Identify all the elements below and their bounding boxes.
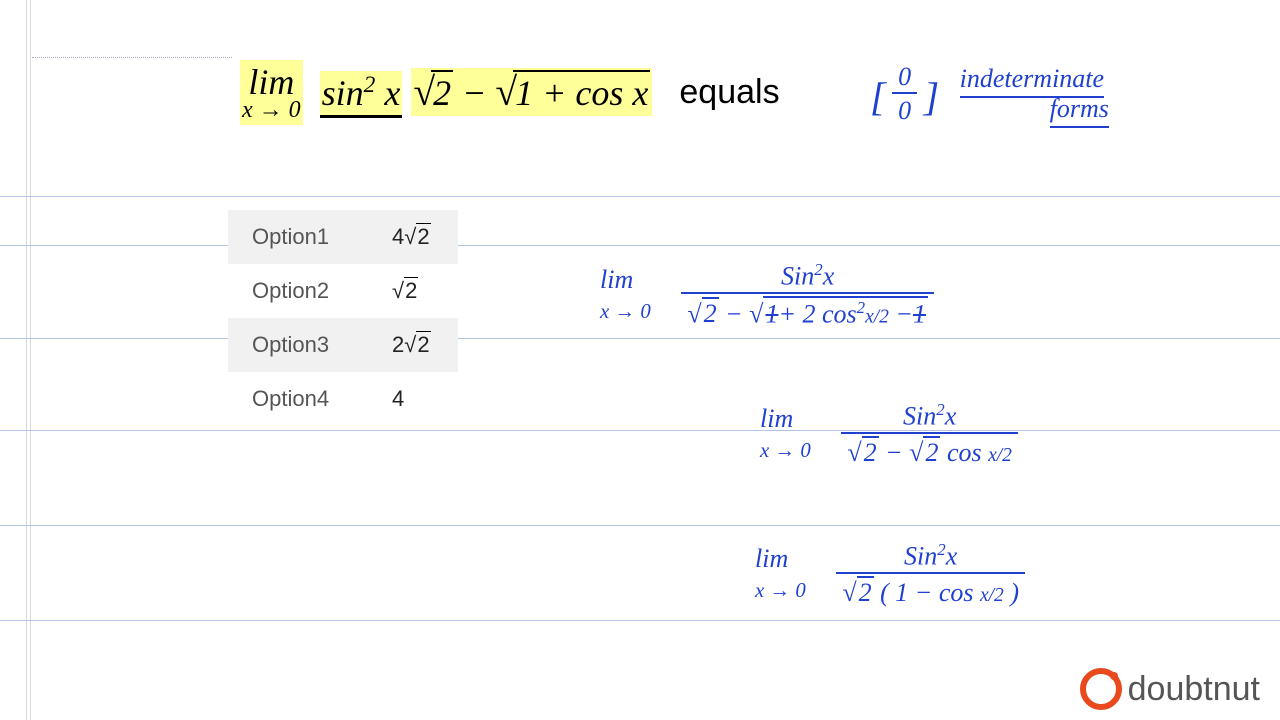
option-value: 4√2 — [368, 210, 458, 264]
question-limit-expression: lim x → 0 sin2 x 2 − 1 + cos x equals — [240, 60, 780, 125]
h-line — [0, 245, 1280, 246]
denominator: 2 − 1 + cos x — [411, 68, 652, 116]
step-denominator: √2 − √1+ 2 cos2x/2 −1 — [681, 294, 934, 330]
indeterminate-label2: forms — [1050, 94, 1109, 124]
main-fraction: sin2 x 2 − 1 + cos x — [320, 68, 653, 118]
sqrt2: 2 — [413, 69, 453, 115]
h-line — [0, 620, 1280, 621]
limit-operator: lim x → 0 — [240, 60, 303, 125]
option-label: Option4 — [228, 372, 368, 426]
lim-sub: x → 0 — [242, 97, 301, 124]
option-label: Option1 — [228, 210, 368, 264]
option-row[interactable]: Option44 — [228, 372, 458, 426]
minus: − — [462, 73, 486, 113]
option-row[interactable]: Option32√2 — [228, 318, 458, 372]
step-numerator: Sin2x — [841, 400, 1018, 434]
option-row[interactable]: Option2√2 — [228, 264, 458, 318]
numerator: sin2 x — [320, 71, 403, 118]
logo-text: doubtnut — [1128, 670, 1260, 709]
options-table: Option14√2Option2√2Option32√2Option44 — [228, 210, 458, 426]
solution-step: lim x → 0 Sin2x √2 − √1+ 2 cos2x/2 −1 — [600, 260, 934, 329]
option-label: Option2 — [228, 264, 368, 318]
solution-step: lim x → 0 Sin2x √2 − √2 cos x/2 — [760, 400, 1018, 468]
step-numerator: Sin2x — [836, 540, 1025, 574]
step-sub: x → 0 — [600, 300, 651, 323]
indeterminate-label1: indeterminate — [960, 64, 1104, 94]
step-lim: lim — [600, 265, 633, 294]
margin-line-2 — [30, 0, 31, 720]
step-fraction: Sin2x √2 ( 1 − cos x/2 ) — [836, 540, 1025, 608]
step-sub: x → 0 — [755, 579, 806, 602]
option-value: √2 — [368, 264, 458, 318]
equals-text: equals — [679, 73, 779, 111]
step-denominator: √2 ( 1 − cos x/2 ) — [836, 574, 1025, 608]
dotted-line — [32, 57, 232, 58]
step-numerator: Sin2x — [681, 260, 934, 294]
option-row[interactable]: Option14√2 — [228, 210, 458, 264]
h-line — [0, 525, 1280, 526]
step-fraction: Sin2x √2 − √1+ 2 cos2x/2 −1 — [681, 260, 934, 329]
h-line — [0, 430, 1280, 431]
step-fraction: Sin2x √2 − √2 cos x/2 — [841, 400, 1018, 468]
logo-icon — [1080, 668, 1122, 710]
h-line — [0, 196, 1280, 197]
lim-text: lim — [248, 62, 294, 102]
sqrt-expr: 1 + cos x — [495, 69, 650, 115]
step-denominator: √2 − √2 cos x/2 — [841, 434, 1018, 468]
indeterminate-annotation: [ 0 0 ] indeterminate forms — [870, 62, 1109, 126]
step-lim: lim — [760, 404, 793, 433]
option-label: Option3 — [228, 318, 368, 372]
margin-line-1 — [26, 0, 27, 720]
step-sub: x → 0 — [760, 439, 811, 462]
option-value: 2√2 — [368, 318, 458, 372]
zero-over-zero: 0 0 — [892, 62, 917, 126]
doubtnut-logo: doubtnut — [1080, 668, 1260, 710]
step-lim: lim — [755, 544, 788, 573]
h-line — [0, 338, 1280, 339]
option-value: 4 — [368, 372, 458, 426]
solution-step: lim x → 0 Sin2x √2 ( 1 − cos x/2 ) — [755, 540, 1025, 608]
